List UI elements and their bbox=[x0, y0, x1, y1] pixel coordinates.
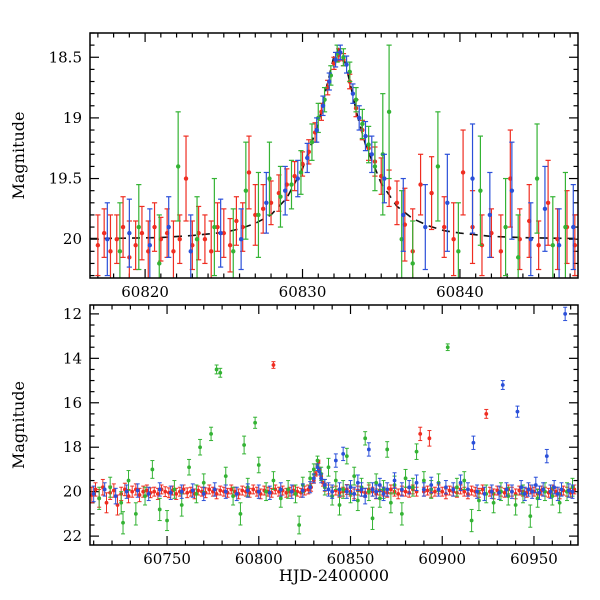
y-tick-label: 20 bbox=[63, 483, 82, 501]
series-blue bbox=[91, 306, 575, 505]
panel-top: 60820 60830 60840 18.5 19 19.5 20 bbox=[49, 32, 579, 301]
y-tick-label: 16 bbox=[63, 394, 82, 412]
tick-labels-bottom: 60750 60800 60850 60900 60950 12 14 16 18 20 22 bbox=[63, 305, 558, 568]
x-tick-label: 60820 bbox=[121, 283, 169, 301]
series-green bbox=[97, 343, 575, 535]
x-tick-label: 60950 bbox=[510, 550, 558, 568]
y-tick-label: 14 bbox=[63, 349, 82, 367]
series-blue bbox=[104, 44, 576, 278]
x-tick-label: 60840 bbox=[436, 283, 484, 301]
y-tick-label: 22 bbox=[63, 527, 82, 545]
axis-frame-bottom bbox=[89, 304, 579, 546]
top-y-axis-label: Magnitude bbox=[9, 111, 28, 199]
x-tick-label: 60830 bbox=[279, 283, 327, 301]
y-tick-label: 18.5 bbox=[49, 48, 82, 66]
x-tick-label: 60800 bbox=[235, 550, 283, 568]
tick-labels-top: 60820 60830 60840 18.5 19 19.5 20 bbox=[49, 48, 484, 301]
y-tick-label: 20 bbox=[63, 230, 82, 248]
bottom-y-axis-label: Magnitude bbox=[9, 381, 28, 469]
y-tick-label: 19.5 bbox=[49, 170, 82, 188]
x-tick-label: 60750 bbox=[143, 550, 191, 568]
model-curve bbox=[90, 47, 578, 240]
panel-bottom: 60750 60800 60850 60900 60950 12 14 16 18 20 22 bbox=[63, 304, 579, 568]
x-tick-label: 60900 bbox=[418, 550, 466, 568]
ticks-bottom bbox=[90, 305, 578, 545]
x-axis-label: HJD-2400000 bbox=[279, 566, 389, 585]
y-tick-label: 19 bbox=[63, 109, 82, 127]
y-tick-label: 18 bbox=[63, 438, 82, 456]
axis-frame-top bbox=[89, 32, 579, 279]
y-tick-label: 12 bbox=[63, 305, 82, 323]
x-tick-label: 60850 bbox=[327, 550, 375, 568]
